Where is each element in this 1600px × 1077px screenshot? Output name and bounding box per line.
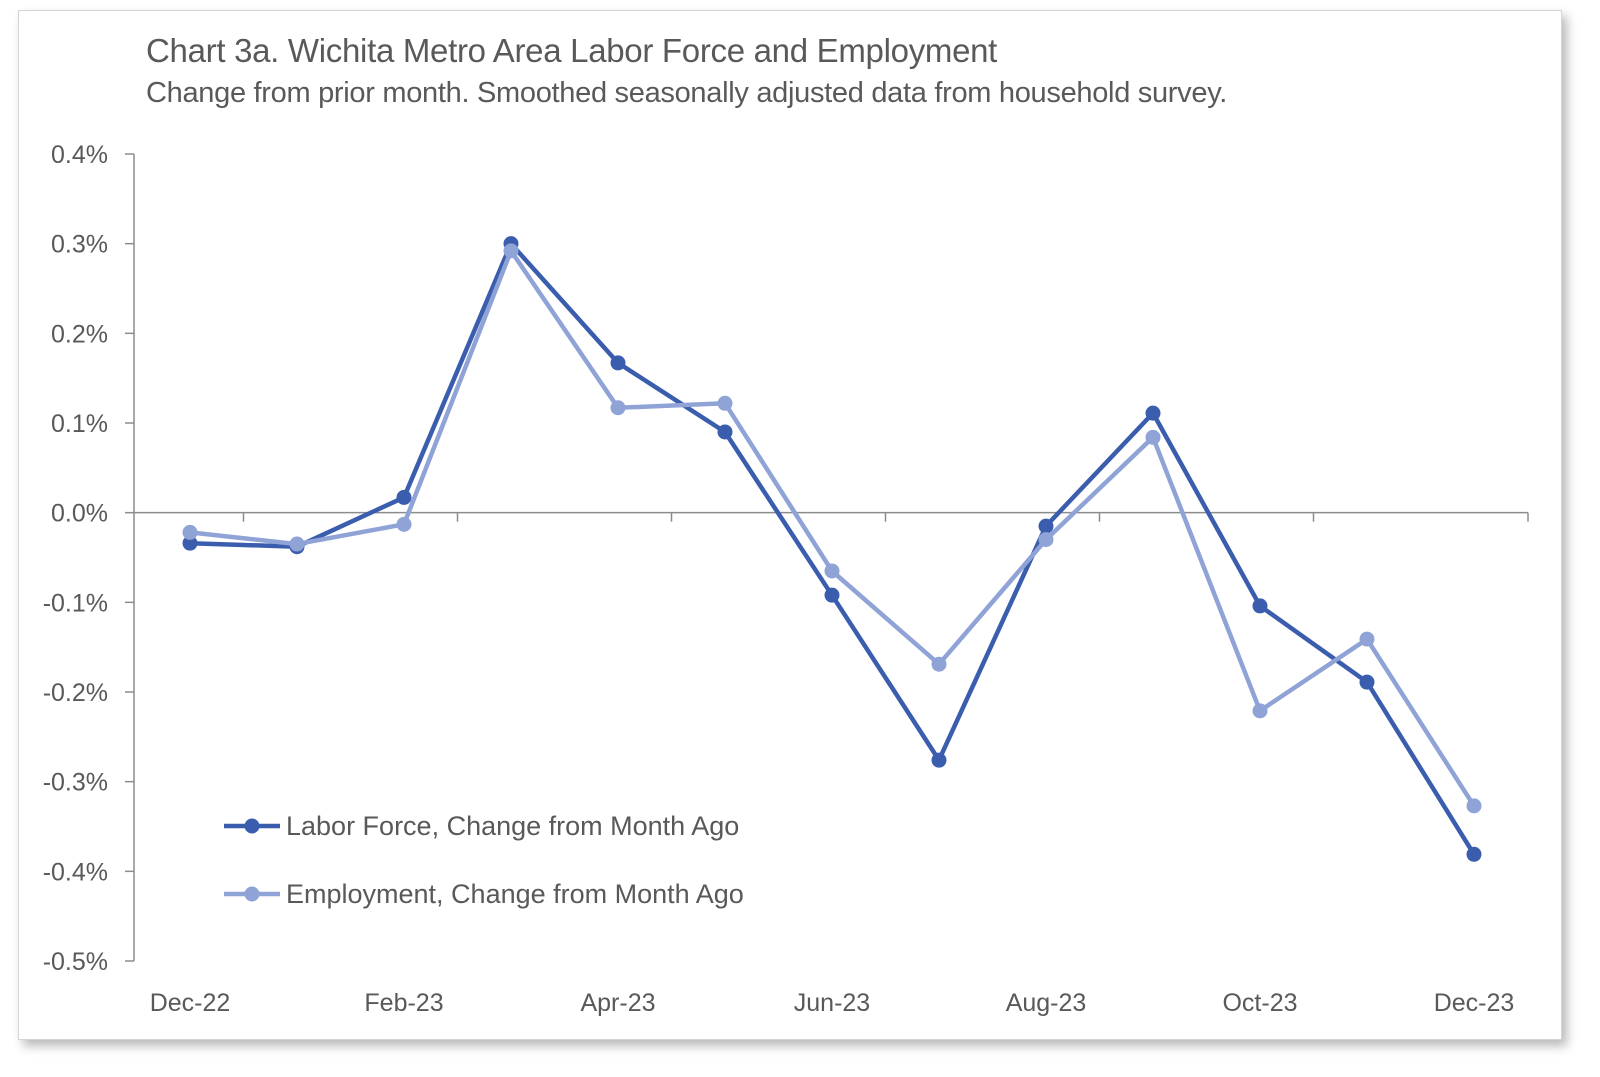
y-axis-tick-label: -0.2% (43, 679, 108, 707)
x-axis-tick-label: Jun-23 (794, 989, 870, 1017)
series-layer (182, 236, 1482, 862)
y-axis-tick-label: 0.0% (51, 500, 108, 528)
data-point (717, 395, 733, 411)
series-2 (182, 243, 1482, 814)
legend-swatch-marker (244, 886, 260, 902)
data-point (503, 243, 519, 259)
legend-label: Employment, Change from Month Ago (286, 879, 744, 909)
data-point (1466, 798, 1482, 814)
data-point (1359, 674, 1375, 690)
data-point (824, 563, 840, 579)
data-point (1145, 405, 1161, 421)
y-axis-tick-label: -0.3% (43, 769, 108, 797)
y-axis-tick-labels: 0.4% 0.3% 0.2% 0.1% 0.0% -0.1% -0.2% -0.3% -0.4%… (43, 141, 108, 976)
chart-title: Chart 3a. Wichita Metro Area Labor Force… (146, 32, 998, 69)
y-axis-tick-label: -0.5% (43, 948, 108, 976)
legend: Labor Force, Change from Month Ago Employ… (224, 811, 744, 909)
x-axis-tick-label: Feb-23 (364, 989, 443, 1017)
legend-swatch-marker (244, 818, 260, 834)
series-line (187, 241, 1477, 857)
data-point (1252, 598, 1268, 614)
data-point (610, 400, 626, 416)
data-point (182, 524, 198, 540)
data-point (396, 516, 412, 532)
x-axis-tick-label: Dec-22 (150, 989, 231, 1017)
data-point (289, 536, 305, 552)
x-axis-tick-label: Aug-23 (1006, 989, 1087, 1017)
data-point (931, 656, 947, 672)
data-point (610, 355, 626, 371)
series-line (187, 248, 1477, 809)
y-axis-tick-label: 0.2% (51, 320, 108, 348)
data-point (824, 587, 840, 603)
x-axis-tick-label: Apr-23 (580, 989, 655, 1017)
data-point (931, 752, 947, 768)
series-1 (182, 236, 1482, 862)
data-point (717, 424, 733, 440)
data-point (182, 535, 198, 551)
legend-label: Labor Force, Change from Month Ago (286, 811, 739, 841)
chart-subtitle: Change from prior month. Smoothed season… (146, 77, 1228, 109)
legend-item-1: Labor Force, Change from Month Ago (224, 811, 739, 841)
data-point (1038, 532, 1054, 548)
y-axis-tick-label: -0.4% (43, 858, 108, 886)
y-axis-tick-label: 0.4% (51, 141, 108, 169)
chart-frame (18, 10, 1562, 1040)
data-point (1038, 518, 1054, 534)
x-axis-tick-label: Dec-23 (1434, 989, 1515, 1017)
data-point (1252, 703, 1268, 719)
y-axis-tick-label: 0.3% (51, 231, 108, 259)
legend-item-2: Employment, Change from Month Ago (224, 879, 744, 909)
data-point (396, 489, 412, 505)
y-axis-tick-label: 0.1% (51, 410, 108, 438)
data-point (1145, 429, 1161, 445)
x-axis-tick-label: Oct-23 (1222, 989, 1297, 1017)
x-axis-tick-labels: Dec-22 Feb-23 Apr-23 Jun-23 Aug-23 Oct-23 Dec-… (150, 989, 1515, 1017)
y-axis-tick-label: -0.1% (43, 589, 108, 617)
data-point (1466, 846, 1482, 862)
data-point (1359, 631, 1375, 647)
